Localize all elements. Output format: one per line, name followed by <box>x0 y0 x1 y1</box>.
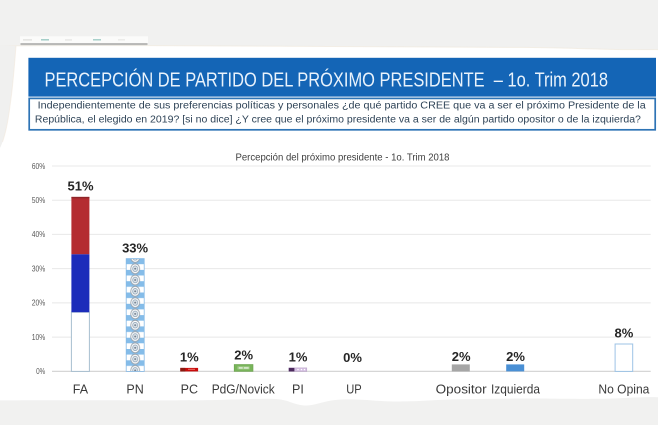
svg-text:2%: 2% <box>506 349 525 364</box>
svg-text:UP: UP <box>346 383 362 397</box>
svg-text:51%: 51% <box>67 179 93 194</box>
svg-text:PN: PN <box>126 383 143 397</box>
svg-text:0%: 0% <box>36 367 45 376</box>
svg-text:20%: 20% <box>32 299 46 308</box>
svg-text:60%: 60% <box>32 162 46 171</box>
svg-text:2%: 2% <box>234 347 253 362</box>
svg-text:33%: 33% <box>122 241 148 256</box>
svg-text:PdG/Novick: PdG/Novick <box>212 383 276 397</box>
svg-text:República, el elegido en 2019?: República, el elegido en 2019? [si no di… <box>35 114 641 125</box>
svg-text:8%: 8% <box>615 325 634 340</box>
svg-text:Opositor: Opositor <box>436 383 487 397</box>
svg-text:50%: 50% <box>32 196 46 205</box>
svg-text:2%: 2% <box>452 349 471 364</box>
svg-text:40%: 40% <box>32 230 46 239</box>
svg-text:PI: PI <box>292 383 304 397</box>
svg-text:FA: FA <box>73 383 89 397</box>
svg-text:PERCEPCIÓN DE PARTIDO DEL PRÓX: PERCEPCIÓN DE PARTIDO DEL PRÓXIMO PRESID… <box>45 68 609 91</box>
svg-text:0%: 0% <box>343 350 362 365</box>
svg-text:1%: 1% <box>180 350 199 365</box>
svg-text:30%: 30% <box>32 264 46 273</box>
svg-text:Percepción del próximo preside: Percepción del próximo presidente - 1o. … <box>236 151 450 163</box>
svg-text:Izquierda: Izquierda <box>491 383 540 397</box>
svg-text:PC: PC <box>181 383 198 397</box>
svg-text:No Opina: No Opina <box>598 383 649 397</box>
svg-text:1%: 1% <box>289 350 308 365</box>
svg-text:10%: 10% <box>32 333 46 342</box>
svg-text:Independientemente de sus pref: Independientemente de sus preferencias p… <box>38 101 646 112</box>
